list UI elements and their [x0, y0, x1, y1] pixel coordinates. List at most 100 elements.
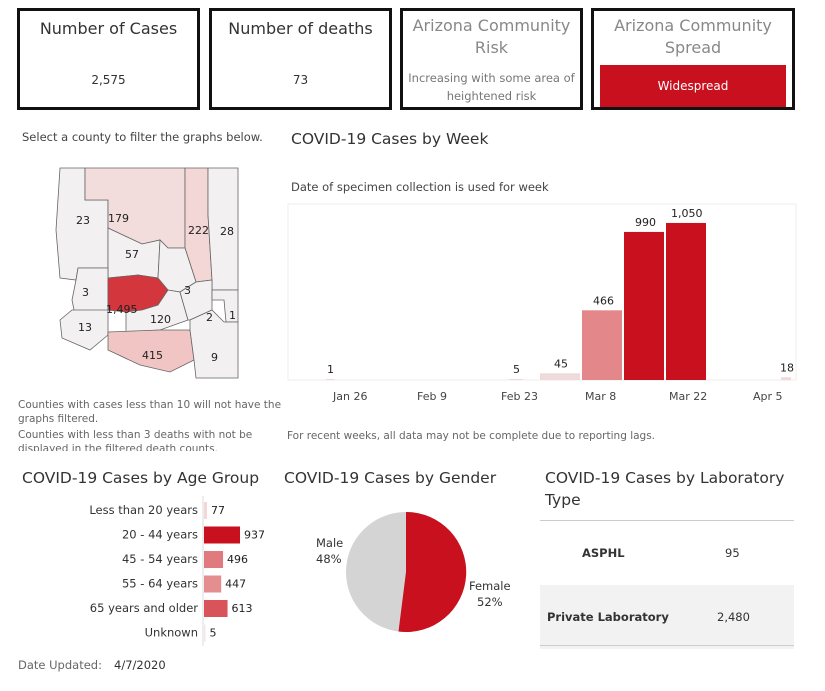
- spread-status-badge: Widespread: [600, 65, 786, 107]
- county-count-lapaz: 3: [82, 286, 89, 299]
- lab-count-cell: 95: [725, 546, 740, 560]
- age-bar-value: 937: [244, 529, 265, 542]
- county-count-coconino: 179: [108, 212, 129, 225]
- x-tick-label: Mar 8: [585, 390, 616, 403]
- lab-table: ASPHL 95 Private Laboratory 2,480: [540, 521, 794, 649]
- county-count-yuma: 13: [78, 321, 92, 334]
- x-tick-label: Apr 5: [753, 390, 783, 403]
- county-count-maricopa: 1,495: [106, 303, 138, 316]
- weekly-chart-subtitle: Date of specimen collection is used for …: [291, 180, 549, 194]
- gender-female-pct: 52%: [477, 595, 503, 609]
- week-bar[interactable]: [624, 231, 664, 380]
- map-note-4-clip: displayed in the filtered death counts.: [18, 443, 278, 451]
- county-count-pima: 415: [142, 349, 163, 362]
- date-updated-value: 4/7/2020: [114, 658, 166, 672]
- kpi-risk-value-1: Increasing with some area of: [408, 71, 575, 85]
- county-pima[interactable]: [107, 329, 195, 373]
- gender-male-label: Male: [316, 536, 344, 550]
- county-count-cochise: 9: [211, 351, 218, 364]
- x-tick-label: Feb 23: [501, 390, 538, 403]
- age-bar[interactable]: [204, 624, 206, 642]
- age-group-chart[interactable]: Less than 20 years 77 20 - 44 years 937 45 -…: [18, 496, 280, 648]
- week-bar-label: 5: [513, 363, 520, 376]
- week-bar[interactable]: [582, 310, 622, 380]
- weekly-footnote: For recent weeks, all data may not be co…: [287, 430, 656, 442]
- lab-table-top-rule: [540, 520, 794, 521]
- kpi-spread-card: Arizona Community Spread Widespread: [591, 8, 795, 110]
- week-bar[interactable]: [781, 377, 791, 380]
- gender-chart-title: COVID-19 Cases by Gender: [284, 469, 497, 487]
- week-bar[interactable]: [509, 379, 523, 380]
- age-bar[interactable]: [204, 575, 222, 593]
- county-count-mohave: 23: [76, 214, 90, 227]
- kpi-spread-title-2: Spread: [664, 38, 722, 57]
- gender-female-label: Female: [469, 579, 511, 593]
- lab-table-title-1: COVID-19 Cases by Laboratory: [545, 469, 785, 487]
- arizona-county-map[interactable]: 23 179 222 28 57 3 1,495 3 13 120 2 1 41…: [50, 160, 245, 382]
- x-tick-label: Feb 9: [417, 390, 447, 403]
- lab-count-cell: 2,480: [717, 610, 750, 624]
- county-cochise[interactable]: [189, 309, 239, 379]
- week-bar[interactable]: [326, 379, 334, 380]
- county-yuma[interactable]: [59, 309, 109, 351]
- age-bar[interactable]: [204, 600, 228, 617]
- age-chart-title: COVID-19 Cases by Age Group: [22, 469, 260, 487]
- age-bar-value: 496: [227, 553, 248, 566]
- age-group-label: 65 years and older: [90, 601, 198, 615]
- age-bar[interactable]: [204, 526, 240, 544]
- kpi-risk-card: Arizona Community Risk Increasing with s…: [400, 8, 583, 110]
- week-bar[interactable]: [666, 222, 706, 380]
- kpi-cases-value: 2,575: [91, 73, 126, 87]
- county-count-greenlee: 1: [229, 309, 236, 322]
- week-bar-label: 18: [780, 361, 794, 374]
- pie-slice-female[interactable]: [398, 511, 467, 632]
- county-count-gila: 3: [184, 284, 191, 297]
- date-updated-label: Date Updated:: [18, 658, 102, 672]
- kpi-deaths-value: 73: [292, 73, 309, 87]
- map-note-1: Counties with cases less than 10 will no…: [18, 399, 282, 411]
- age-bar[interactable]: [204, 502, 207, 519]
- kpi-risk-title-2: Risk: [474, 38, 509, 57]
- map-note-2: graphs filtered.: [18, 413, 99, 425]
- kpi-deaths-title: Number of deaths: [228, 19, 373, 38]
- lab-type-cell: Private Laboratory: [547, 610, 669, 624]
- x-tick-label: Jan 26: [332, 390, 367, 403]
- week-bar-label: 466: [593, 294, 614, 307]
- age-bar-value: 613: [232, 602, 253, 615]
- county-count-pinal: 120: [150, 313, 171, 326]
- age-bar[interactable]: [204, 551, 224, 568]
- week-bar-label: 1,050: [671, 207, 703, 220]
- table-row[interactable]: Private Laboratory 2,480: [540, 585, 794, 649]
- kpi-risk-value-2: heightened risk: [446, 89, 537, 103]
- week-bar[interactable]: [540, 373, 580, 380]
- kpi-cases-card: Number of Cases 2,575: [17, 8, 200, 110]
- lab-table-title-2: Type: [545, 491, 581, 509]
- age-group-label: 55 - 64 years: [122, 577, 198, 591]
- kpi-deaths-card: Number of deaths 73: [209, 8, 392, 110]
- age-bar-value: 77: [211, 504, 225, 517]
- county-count-apache: 28: [220, 225, 234, 238]
- map-instruction: Select a county to filter the graphs bel…: [22, 130, 263, 144]
- map-note-3: Counties with less than 3 deaths with no…: [18, 429, 253, 441]
- lab-type-cell: ASPHL: [582, 546, 625, 560]
- age-group-label: Unknown: [145, 626, 198, 640]
- kpi-spread-title-1: Arizona Community: [614, 16, 772, 35]
- gender-pie-chart[interactable]: [340, 506, 472, 638]
- table-row[interactable]: ASPHL 95: [540, 521, 794, 585]
- kpi-risk-title-1: Arizona Community: [412, 16, 571, 35]
- county-count-yavapai: 57: [125, 248, 139, 261]
- plot-area: [287, 203, 797, 381]
- lab-table-bottom-rule: [540, 645, 794, 646]
- age-bar-value: 447: [225, 578, 246, 591]
- map-note-4: displayed in the filtered death counts.: [18, 443, 218, 451]
- week-bar-label: 45: [554, 357, 568, 370]
- county-count-navajo: 222: [188, 224, 209, 237]
- gender-male-pct: 48%: [316, 552, 342, 566]
- county-count-graham: 2: [206, 311, 213, 324]
- kpi-cases-title: Number of Cases: [39, 19, 178, 38]
- x-tick-label: Mar 22: [669, 390, 707, 403]
- weekly-cases-chart[interactable]: 1 5 45 466 990 1,050 18 Jan 26 Feb 9 Feb 23 Mar 8 M…: [286, 200, 800, 410]
- age-group-label: 45 - 54 years: [122, 552, 198, 566]
- age-group-label: Less than 20 years: [89, 503, 198, 517]
- age-bar-value: 5: [210, 627, 217, 640]
